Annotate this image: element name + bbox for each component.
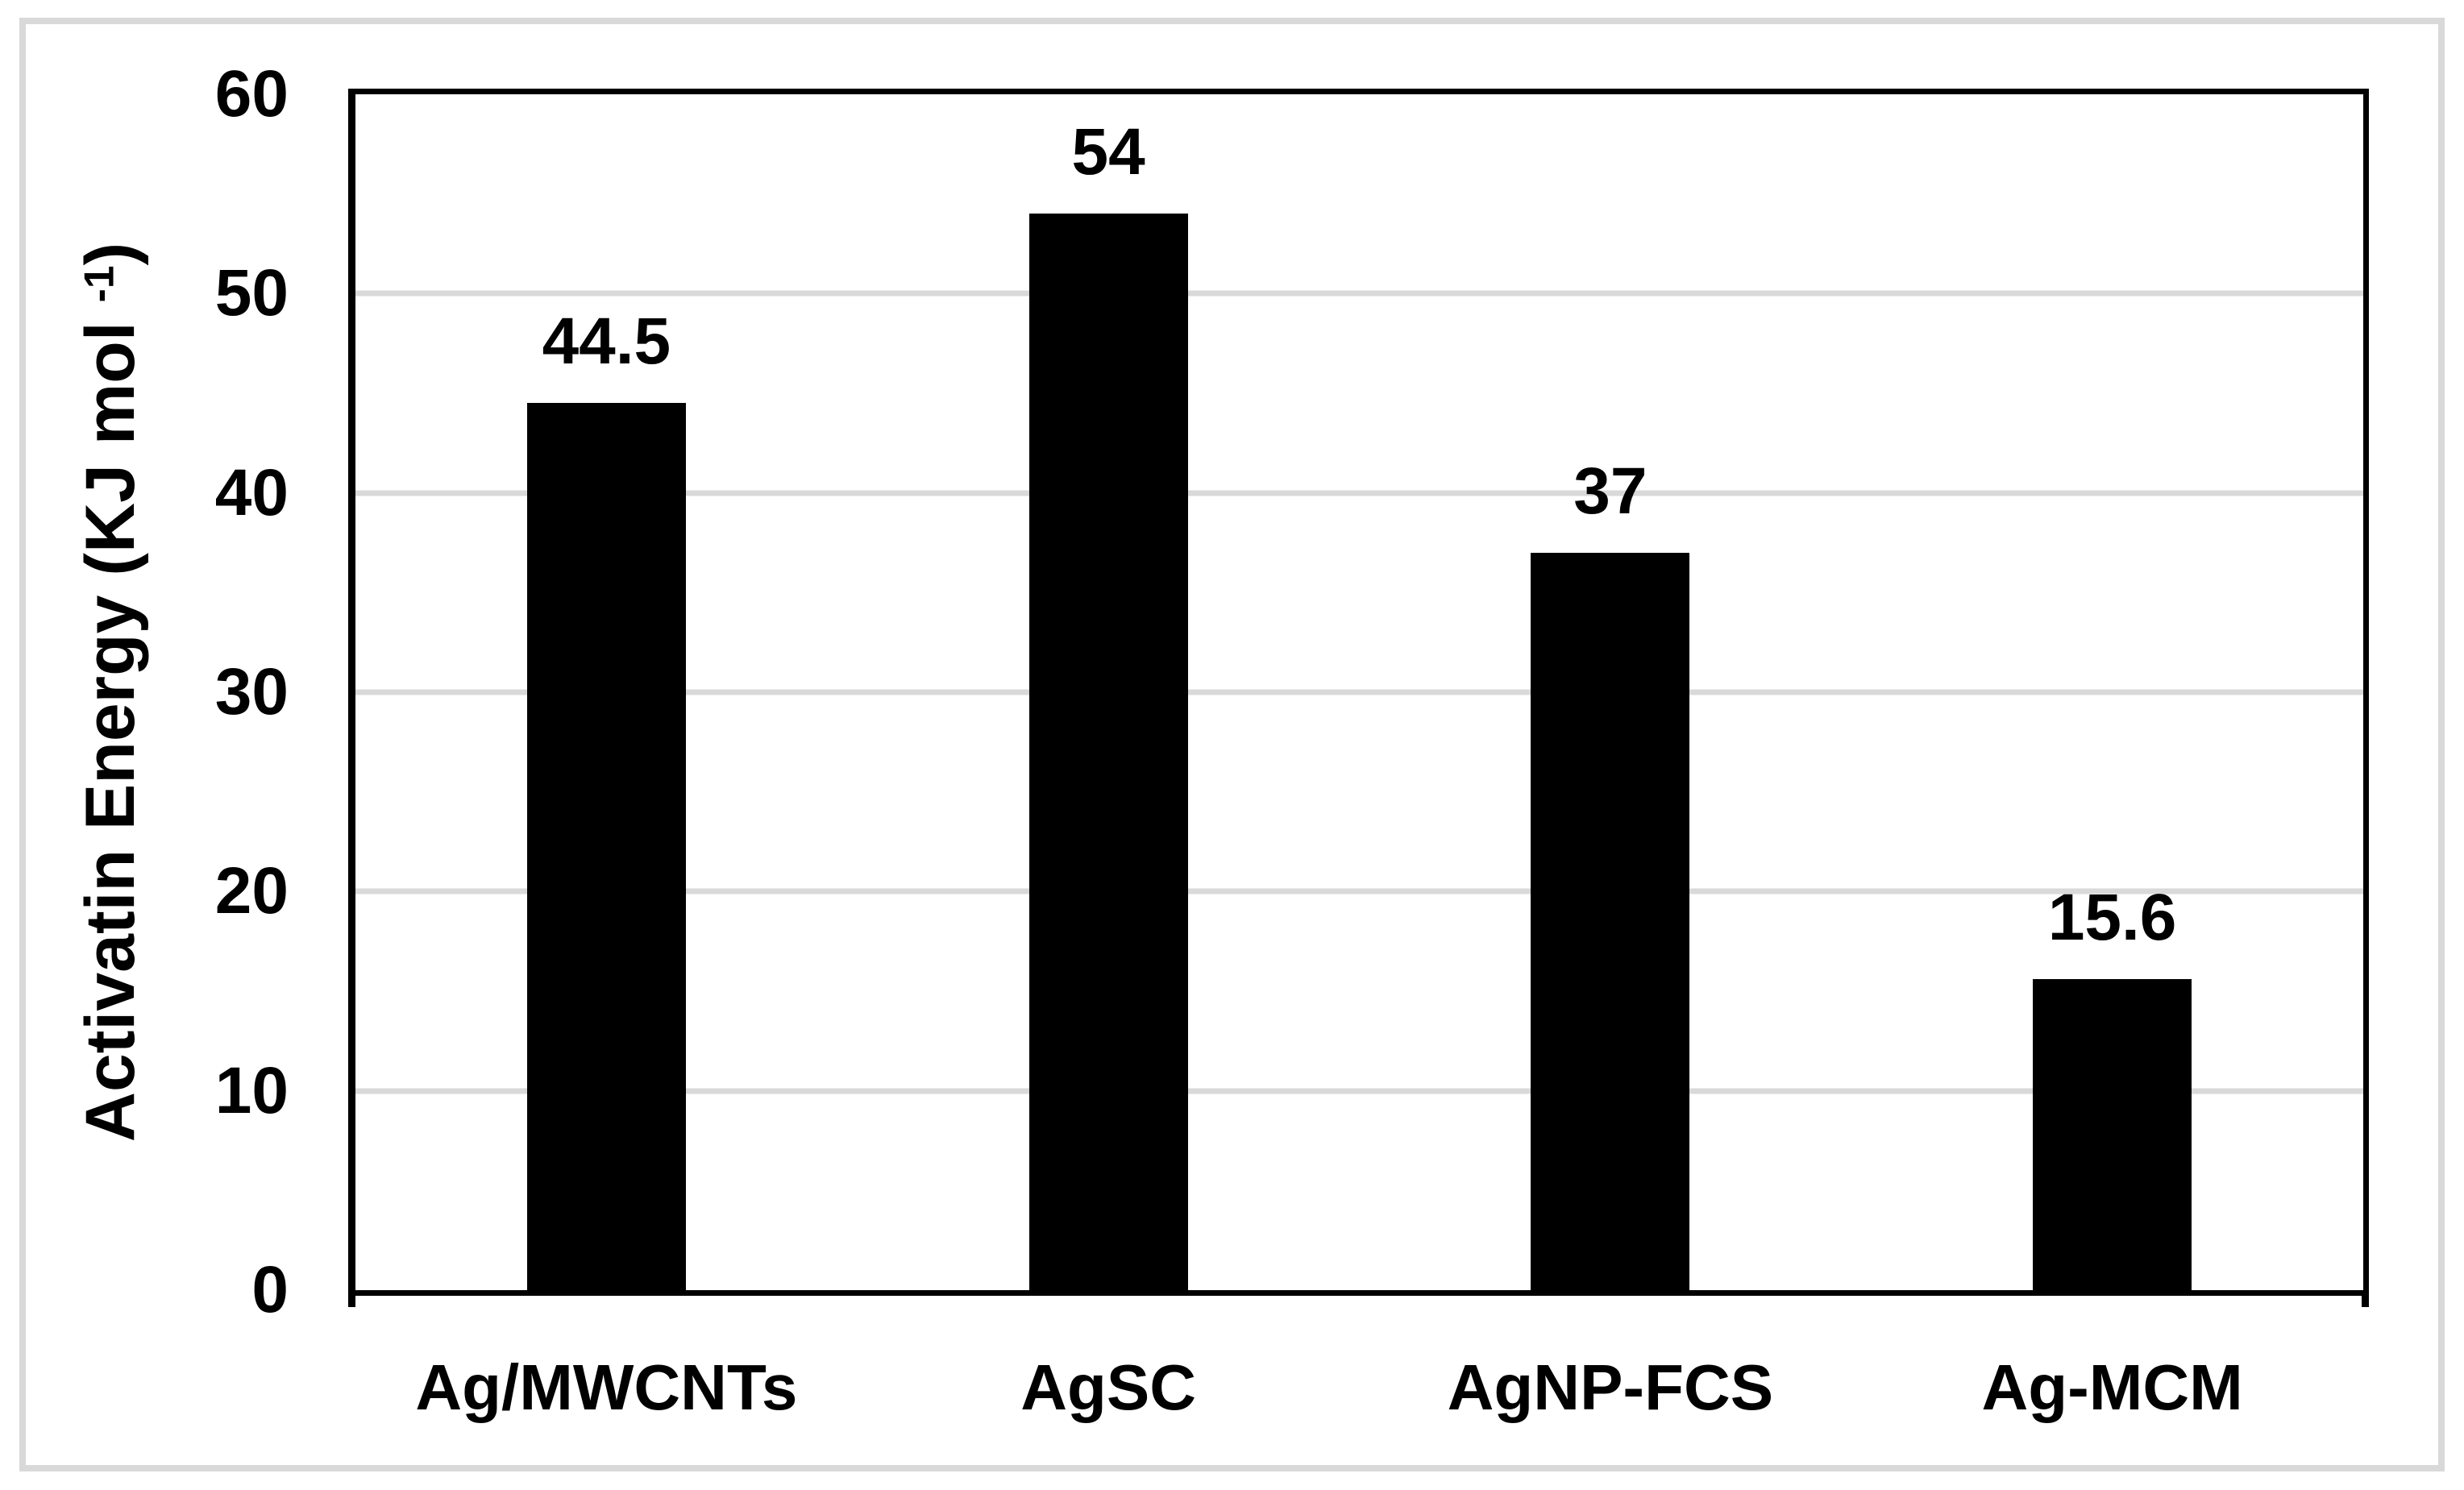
- axis-corner-stub-left: [348, 1293, 355, 1307]
- bar-slot-AgNP-FCS: 37: [1360, 94, 1862, 1290]
- gridline-20: [355, 888, 2363, 894]
- x-category-label-AgSC: AgSC: [1020, 1351, 1197, 1423]
- x-category-label-Ag/MWCNTs: Ag/MWCNTs: [415, 1351, 798, 1423]
- axis-corner-stub-right: [2362, 1293, 2369, 1307]
- bar-AgSC: [1028, 214, 1188, 1290]
- gridline-10: [355, 1088, 2363, 1094]
- y-tick-label-0: 0: [251, 1253, 289, 1326]
- x-category-label-Ag-MCM: Ag-MCM: [1981, 1351, 2243, 1423]
- bar-value-label-Ag/MWCNTs: 44.5: [542, 305, 671, 379]
- y-tick-label-50: 50: [214, 256, 289, 330]
- gridline-40: [355, 490, 2363, 496]
- x-category-label-AgNP-FCS: AgNP-FCS: [1447, 1351, 1774, 1423]
- bar-slot-Ag-MCM: 15.6: [1861, 94, 2363, 1290]
- y-tick-label-60: 60: [214, 57, 289, 131]
- y-tick-label-20: 20: [214, 854, 289, 928]
- y-axis-tick-labels: 0 10 20 30 40 50 60: [0, 61, 289, 1323]
- plot-area: 44.5 54 37 15.6: [348, 89, 2369, 1296]
- bar-value-label-AgSC: 54: [1071, 115, 1145, 189]
- plot-inner: 44.5 54 37 15.6: [355, 94, 2363, 1290]
- y-tick-label-40: 40: [214, 455, 289, 529]
- x-axis-category-labels: Ag/MWCNTs AgSC AgNP-FCS Ag-MCM: [355, 1352, 2363, 1457]
- gridline-50: [355, 290, 2363, 297]
- bar-value-label-AgNP-FCS: 37: [1573, 454, 1648, 528]
- bar-value-label-Ag-MCM: 15.6: [2047, 881, 2177, 955]
- bar-slot-AgSC: 54: [858, 94, 1360, 1290]
- y-tick-label-30: 30: [214, 655, 289, 728]
- y-tick-label-10: 10: [214, 1053, 289, 1127]
- gridline-30: [355, 689, 2363, 695]
- bar-slot-Ag/MWCNTs: 44.5: [355, 94, 858, 1290]
- bar-Ag/MWCNTs: [526, 403, 686, 1290]
- bar-AgNP-FCS: [1531, 552, 1690, 1290]
- bar-Ag-MCM: [2033, 979, 2192, 1290]
